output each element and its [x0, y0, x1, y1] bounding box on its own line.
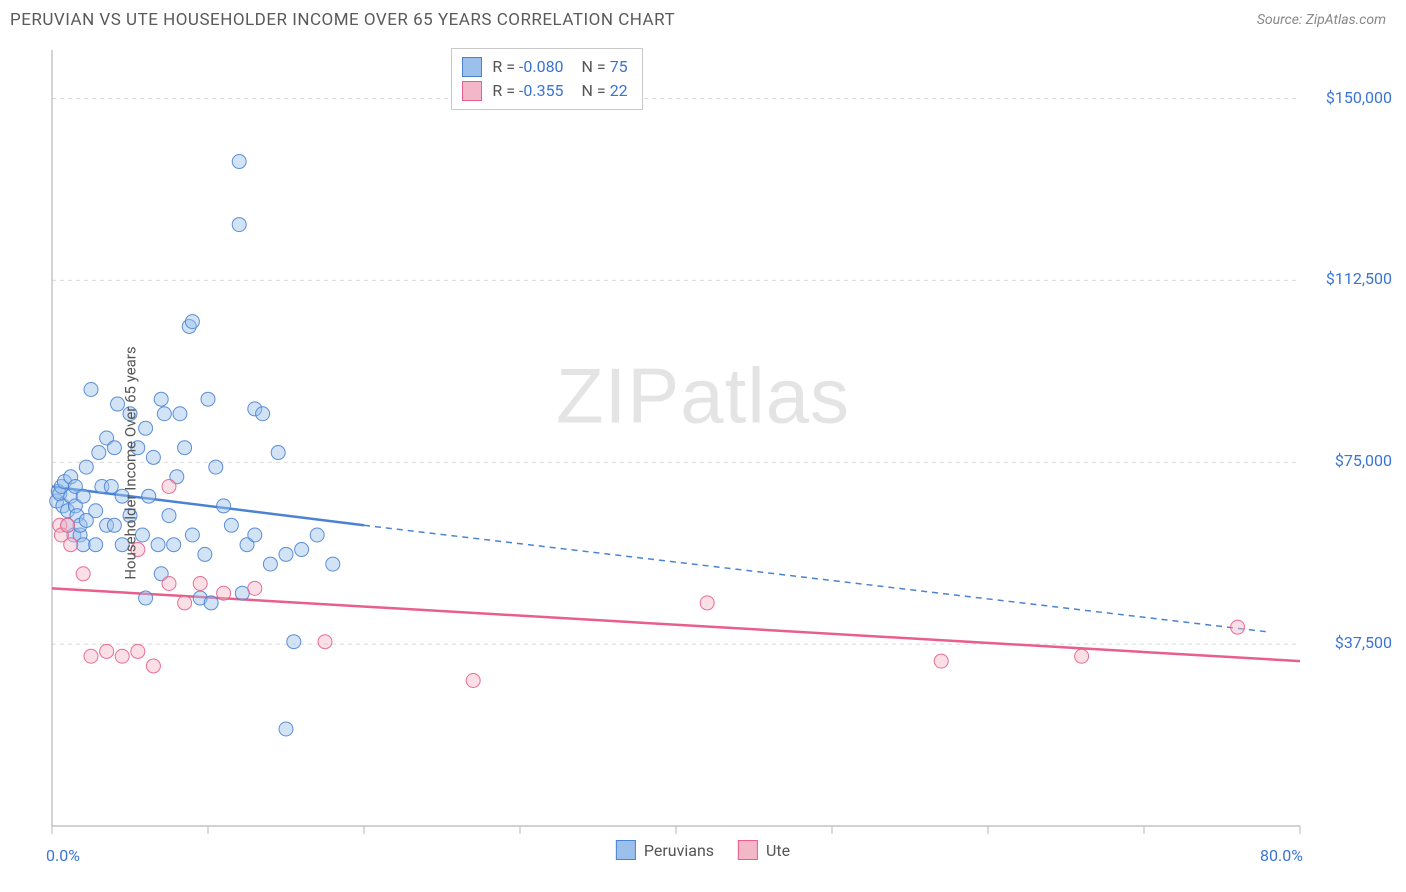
y-tick-label: $112,500 [1326, 269, 1392, 288]
legend-swatch [616, 840, 636, 860]
legend-swatch [462, 57, 482, 77]
legend-r: R = -0.080 [492, 55, 563, 79]
series-legend: Peruvians Ute [616, 840, 790, 860]
legend-r: R = -0.355 [492, 79, 563, 103]
legend-row: R = -0.355 N = 22 [462, 79, 627, 103]
x-axis-end-label: 80.0% [1260, 846, 1303, 865]
chart-title: PERUVIAN VS UTE HOUSEHOLDER INCOME OVER … [10, 10, 675, 30]
legend-swatch [738, 840, 758, 860]
legend-n: N = 22 [582, 79, 628, 103]
scatter-plot [10, 44, 1396, 882]
series-legend-item: Ute [738, 840, 790, 860]
series-name: Peruvians [644, 841, 714, 860]
source-attribution: Source: ZipAtlas.com [1257, 12, 1386, 28]
series-name: Ute [766, 841, 790, 860]
chart-area: Householder Income Over 65 years ZIPatla… [10, 44, 1396, 882]
y-tick-label: $37,500 [1335, 633, 1392, 652]
y-axis-label: Householder Income Over 65 years [122, 346, 140, 579]
y-tick-label: $75,000 [1335, 451, 1392, 470]
legend-row: R = -0.080 N = 75 [462, 55, 627, 79]
x-axis-start-label: 0.0% [46, 846, 80, 865]
legend-n: N = 75 [582, 55, 628, 79]
legend-swatch [462, 81, 482, 101]
y-tick-label: $150,000 [1326, 88, 1392, 107]
series-legend-item: Peruvians [616, 840, 714, 860]
correlation-legend: R = -0.080 N = 75 R = -0.355 N = 22 [451, 48, 642, 110]
